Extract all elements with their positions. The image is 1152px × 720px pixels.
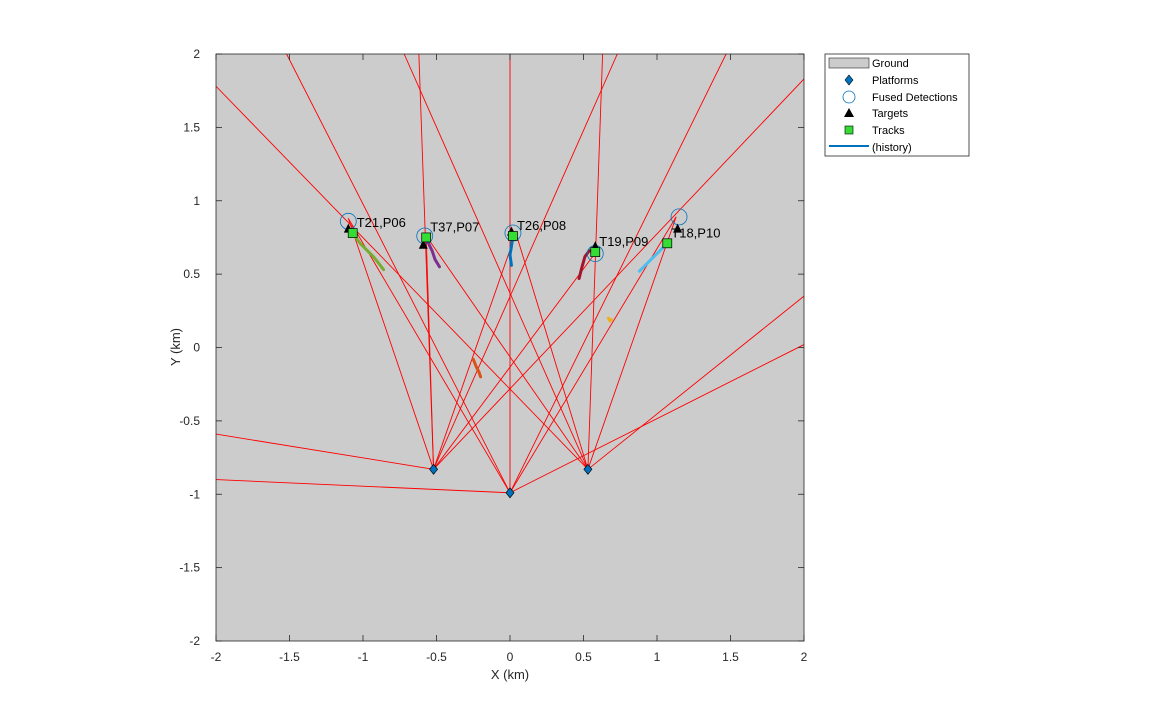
coverage-ray <box>433 78 804 470</box>
legend-fused-detections-label: Fused Detections <box>872 92 958 104</box>
legend-target-triangle-icon <box>844 108 854 117</box>
track-marker <box>347 228 358 238</box>
x-tick-label: 2 <box>801 650 808 664</box>
x-tick-label: -1.5 <box>279 650 300 664</box>
coverage-ray <box>347 218 511 494</box>
y-tick-label: 0.5 <box>183 267 200 281</box>
coverage-ray <box>216 479 511 494</box>
coverage-ray <box>433 54 618 470</box>
coverage-ray <box>509 54 727 493</box>
x-tick-label: 0.5 <box>575 650 592 664</box>
y-tick-label: -2 <box>189 634 200 648</box>
legend-ground-swatch <box>828 57 870 69</box>
history-trail <box>606 316 613 323</box>
x-axis-label: X (km) <box>491 667 529 682</box>
legend-tracks-label: Tracks <box>872 125 905 137</box>
legend-platform-diamond-icon <box>844 74 854 86</box>
coverage-ray <box>587 216 677 470</box>
y-tick-label: 1.5 <box>183 120 200 134</box>
coverage-ray <box>347 218 434 470</box>
history-trails <box>351 231 669 379</box>
track-marker <box>421 232 432 243</box>
platform-marker <box>505 487 515 499</box>
y-tick-label: 1 <box>193 194 200 208</box>
fused-detection-marker <box>670 208 688 226</box>
legend-box <box>824 53 970 157</box>
track-marker <box>662 238 673 249</box>
platform-marker <box>583 463 593 475</box>
axis-ticks: -2 -1.5 -1 -0.5 0 0.5 1 1.5 2 -2 -1.5 -1 -0.5 0 0.5 1 1.… <box>179 47 807 664</box>
legend: Ground Platforms Fused Detections Target… <box>824 53 970 157</box>
y-tick-label: 2 <box>193 47 200 61</box>
track-marker <box>590 247 601 257</box>
markers <box>339 208 688 499</box>
legend-track-square-icon <box>844 125 854 135</box>
legend-targets-label: Targets <box>872 108 909 120</box>
coverage-ray <box>216 85 589 470</box>
history-trail <box>637 241 669 273</box>
coverage-ray <box>515 232 589 470</box>
track-label: T37,P07 <box>430 219 479 234</box>
coverage-ray <box>433 232 517 470</box>
x-tick-label: -1 <box>358 650 369 664</box>
history-trail <box>351 231 386 272</box>
history-trail <box>471 357 483 379</box>
legend-fused-detection-circle-icon <box>842 90 856 104</box>
x-tick-label: 1 <box>654 650 661 664</box>
coverage-ray <box>509 344 804 494</box>
coverage-ray <box>216 433 434 470</box>
y-tick-label: -1.5 <box>179 561 200 575</box>
legend-ground-label: Ground <box>872 58 909 70</box>
coverage-ray <box>425 235 589 470</box>
platform-marker <box>429 463 439 475</box>
coverage-rays <box>216 54 804 494</box>
track-label: T18,P10 <box>671 225 720 240</box>
track-labels: T21,P06 T37,P07 T26,P08 T19,P09 T18,P10 <box>357 215 721 249</box>
y-tick-label: -0.5 <box>179 414 200 428</box>
x-tick-label: 0 <box>507 650 514 664</box>
x-tick-label: 1.5 <box>722 650 739 664</box>
fused-detection-marker <box>504 224 522 242</box>
track-marker <box>508 231 518 241</box>
y-tick-label: 0 <box>193 341 200 355</box>
coverage-ray <box>425 235 435 470</box>
history-trail <box>424 235 441 269</box>
legend-platforms-label: Platforms <box>872 75 919 87</box>
coverage-ray <box>433 248 599 470</box>
x-tick-label: -2 <box>211 650 222 664</box>
coverage-ray <box>403 54 589 470</box>
y-tick-label: -1 <box>189 487 200 501</box>
y-axis-label: Y (km) <box>168 328 183 366</box>
track-label: T26,P08 <box>517 218 566 233</box>
target-marker <box>673 223 683 233</box>
x-tick-label: -0.5 <box>426 650 447 664</box>
legend-history-label: (history) <box>872 142 912 154</box>
track-label: T19,P09 <box>599 234 648 249</box>
target-marker <box>418 239 428 249</box>
track-label: T21,P06 <box>357 215 406 230</box>
coverage-ray <box>587 295 804 470</box>
